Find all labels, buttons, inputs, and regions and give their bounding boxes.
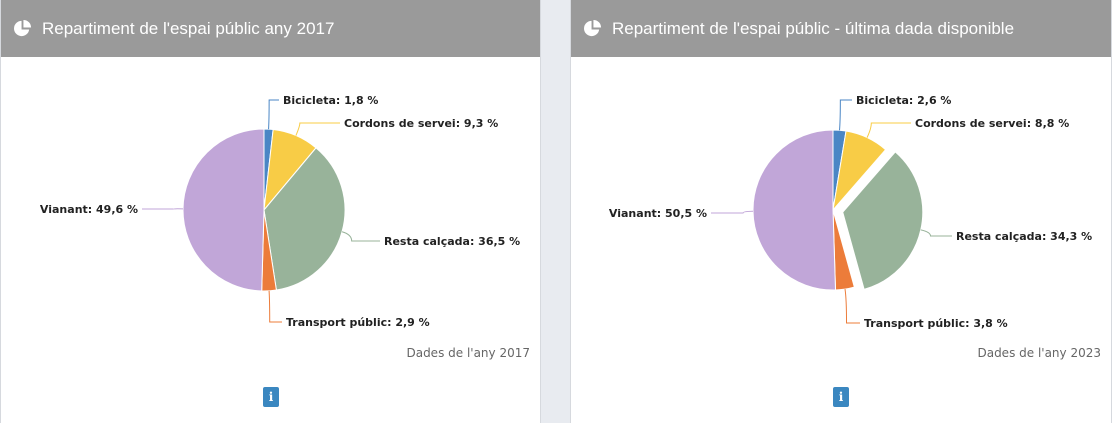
panel-title: Repartiment de l'espai públic - última d… (612, 18, 1015, 38)
label-connector (341, 231, 380, 242)
chart-panel-2017: Repartiment de l'espai públic any 2017 B… (0, 0, 541, 423)
slice-label: Bicicleta: 1,8 % (283, 94, 378, 107)
slice-label: Vianant: 50,5 % (609, 207, 707, 220)
pie-slice-resta-cal-ada[interactable] (842, 151, 924, 290)
data-year-footnote: Dades de l'any 2017 (406, 346, 530, 360)
slice-label: Bicicleta: 2,6 % (856, 94, 951, 107)
label-connector (295, 122, 340, 136)
pie-slice-vianant[interactable] (752, 129, 837, 291)
label-connector (268, 290, 282, 323)
slice-label: Vianant: 49,6 % (40, 203, 138, 216)
pie-slice-resta-cal-ada[interactable] (263, 147, 346, 291)
label-connector (844, 289, 860, 324)
slice-label: Transport públic: 3,8 % (864, 317, 1008, 330)
data-year-footnote: Dades de l'any 2023 (977, 346, 1101, 360)
label-connector (839, 99, 852, 131)
panel-header: Repartiment de l'espai públic any 2017 (1, 0, 540, 57)
chart-panel-latest: Repartiment de l'espai públic - última d… (570, 0, 1112, 423)
pie-chart-icon (584, 19, 602, 37)
label-connector (711, 210, 754, 214)
label-connector (268, 99, 279, 130)
pie-slice-vianant[interactable] (182, 128, 265, 292)
label-connector (920, 229, 952, 237)
slice-label: Transport públic: 2,9 % (286, 316, 430, 329)
info-button[interactable]: i (833, 387, 849, 407)
pie-chart-2017: Bicicleta: 1,8 % Cordons de servei: 9,3 %… (40, 94, 520, 329)
info-button[interactable]: i (263, 387, 279, 407)
label-connector (866, 122, 911, 138)
slice-label: Resta calçada: 34,3 % (956, 230, 1092, 243)
panel-title: Repartiment de l'espai públic any 2017 (42, 18, 335, 38)
pie-chart-icon (14, 19, 32, 37)
slice-label: Cordons de servei: 8,8 % (915, 117, 1069, 130)
slice-label: Cordons de servei: 9,3 % (344, 117, 498, 130)
pie-chart-latest: Bicicleta: 2,6 % Cordons de servei: 8,8 %… (609, 94, 1092, 330)
panel-header: Repartiment de l'espai públic - última d… (571, 0, 1111, 57)
slice-label: Resta calçada: 36,5 % (384, 235, 520, 248)
